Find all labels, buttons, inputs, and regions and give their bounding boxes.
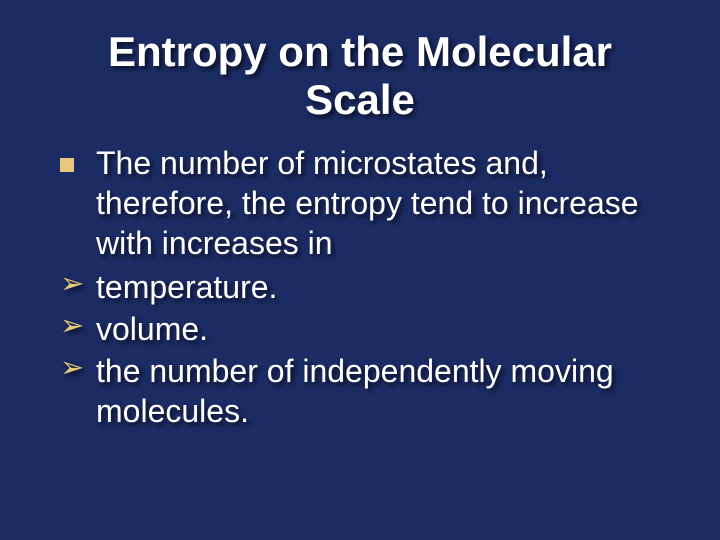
slide-body: The number of microstates and, therefore… — [60, 143, 660, 431]
sub-bullet-text: volume. — [96, 311, 208, 347]
sub-bullet-text: temperature. — [96, 269, 277, 305]
sub-bullet: volume. — [60, 309, 660, 349]
sub-bullet: temperature. — [60, 267, 660, 307]
main-bullet: The number of microstates and, therefore… — [60, 143, 660, 263]
title-line-2: Scale — [305, 76, 415, 123]
slide-title: Entropy on the Molecular Scale — [60, 28, 660, 125]
slide: Entropy on the Molecular Scale The numbe… — [0, 0, 720, 540]
title-line-1: Entropy on the Molecular — [108, 28, 612, 75]
main-bullet-text: The number of microstates and, therefore… — [96, 145, 639, 261]
sub-bullet: the number of independently moving molec… — [60, 351, 660, 431]
sub-bullet-text: the number of independently moving molec… — [96, 353, 614, 429]
